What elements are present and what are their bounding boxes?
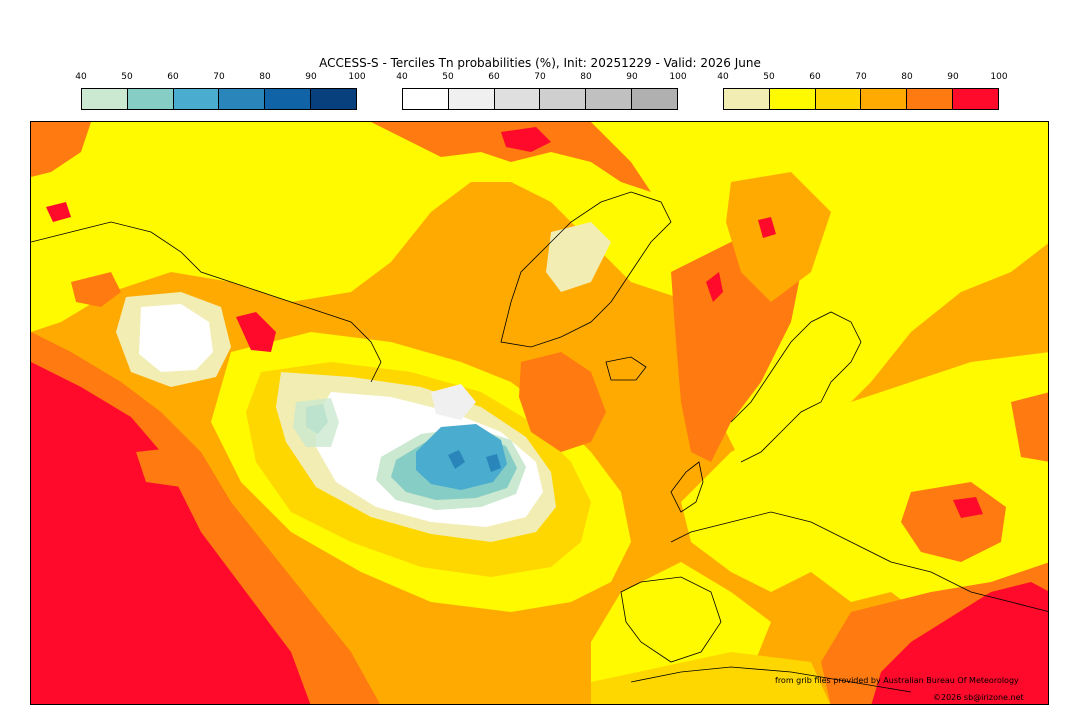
coastline-iceland <box>605 356 647 381</box>
tick-label: 40 <box>75 72 87 82</box>
orange-region-hudson <box>71 272 121 307</box>
tick-label: 50 <box>763 72 775 82</box>
yellow-region-europe <box>681 352 1048 642</box>
colorbar-swatch-above-normal-0 <box>724 89 770 109</box>
grey-region-atlantic <box>431 384 476 420</box>
tick-label: 90 <box>305 72 317 82</box>
map-canvas <box>31 122 1048 704</box>
probability-map <box>30 121 1049 705</box>
orange-region-arctic <box>371 122 651 192</box>
colorbar-ticks-near: 40 50 60 70 80 90 100 <box>396 72 686 84</box>
colorbar-swatch-near-normal-0 <box>403 89 449 109</box>
tick-label: 80 <box>580 72 592 82</box>
colorbar-swatch-above-normal-4 <box>907 89 954 109</box>
colorbar-swatch-near-normal-4 <box>586 89 633 109</box>
red-region-med <box>871 582 1048 704</box>
orange-region-north-russia <box>726 172 831 302</box>
tick-label: 40 <box>717 72 729 82</box>
tick-label: 80 <box>901 72 913 82</box>
red-spot-norway <box>706 272 723 302</box>
tick-label: 60 <box>809 72 821 82</box>
pale-region-greenland <box>546 222 611 292</box>
colorbar-ticks-below: 40 50 60 70 80 90 100 <box>75 72 365 84</box>
colorbar-swatch-above-normal-5 <box>953 89 998 109</box>
coastline-africa <box>630 666 912 693</box>
tick-label: 70 <box>534 72 546 82</box>
orange-region-greenland-east <box>481 252 531 337</box>
tick-label: 50 <box>121 72 133 82</box>
tick-label: 100 <box>990 72 1008 82</box>
red-spot-balkans <box>953 497 983 518</box>
coastline-british-isles <box>670 461 704 513</box>
colorbar-ticks-above: 40 50 60 70 80 90 100 <box>717 72 1007 84</box>
orange-region-balkans <box>901 482 1006 562</box>
tick-label: 90 <box>947 72 959 82</box>
colorbar-swatch-below-normal-3 <box>219 89 266 109</box>
colorbar-above-normal <box>723 88 999 110</box>
coastline-iberia <box>620 576 722 663</box>
colorbar-swatch-below-normal-1 <box>127 89 174 109</box>
tick-label: 40 <box>396 72 408 82</box>
tick-label: 50 <box>442 72 454 82</box>
red-spot-canada <box>46 202 71 222</box>
colorbar-swatch-near-normal-2 <box>494 89 541 109</box>
colorbar-swatch-near-normal-1 <box>448 89 495 109</box>
tick-label: 80 <box>259 72 271 82</box>
coastline-canada <box>31 221 382 383</box>
source-credit: from grib files provided by Australian B… <box>775 676 1019 685</box>
colorbar-swatch-above-normal-2 <box>815 89 862 109</box>
red-region-west <box>31 362 311 704</box>
colorbar-near-normal <box>402 88 678 110</box>
colorbar-swatch-below-normal-4 <box>265 89 312 109</box>
gold-region-africa <box>591 652 831 704</box>
blue4-spot <box>486 454 501 472</box>
colorbar-swatch-near-normal-5 <box>632 89 677 109</box>
orange-region-caspian <box>1011 392 1048 462</box>
tick-label: 70 <box>855 72 867 82</box>
red-spot-labrador-sea <box>236 312 276 352</box>
colorbar-swatch-below-normal-0 <box>82 89 128 109</box>
orange-region-west-inner <box>136 447 191 487</box>
blue1-small-region <box>293 398 339 447</box>
orange-region-central-atlantic <box>519 352 606 452</box>
tick-label: 90 <box>626 72 638 82</box>
tick-label: 60 <box>488 72 500 82</box>
coastline-greenland <box>500 191 672 348</box>
coastline-europe <box>670 511 1048 612</box>
colorbar-swatch-below-normal-2 <box>173 89 220 109</box>
orange-region-canada <box>31 122 91 177</box>
red-spot-north-russia <box>758 217 776 238</box>
colorbar-swatch-above-normal-1 <box>769 89 816 109</box>
colorbar-below-normal <box>81 88 357 110</box>
tick-label: 70 <box>213 72 225 82</box>
tick-label: 100 <box>348 72 366 82</box>
tick-label: 60 <box>167 72 179 82</box>
tick-label: 100 <box>669 72 687 82</box>
colorbar-swatch-above-normal-3 <box>861 89 908 109</box>
colorbar-swatch-below-normal-5 <box>311 89 356 109</box>
red-spot-arctic <box>501 127 551 152</box>
copyright-credit: ©2026 sb@irizone.net <box>933 693 1024 702</box>
blue4-spot <box>448 450 465 469</box>
colorbar-swatch-near-normal-3 <box>540 89 587 109</box>
white-region-labrador <box>139 304 213 372</box>
map-title: ACCESS-S - Terciles Tn probabilities (%)… <box>319 56 761 70</box>
coastlines <box>31 191 1048 693</box>
coastline-scandinavia <box>730 311 862 463</box>
